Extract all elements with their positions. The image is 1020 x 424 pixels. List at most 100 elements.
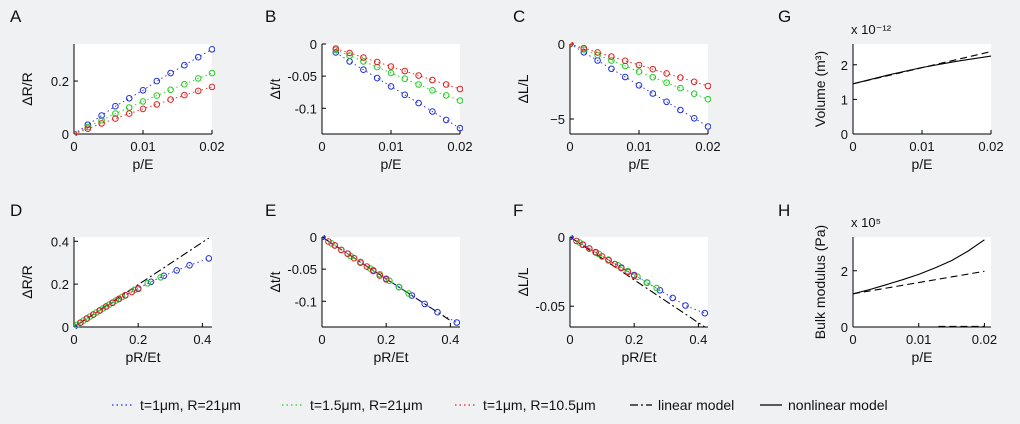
- series-line: [76, 276, 161, 326]
- data-point: [153, 77, 161, 85]
- series-line: [853, 51, 992, 85]
- data-point: [415, 81, 422, 88]
- series-red: [332, 45, 463, 93]
- data-point: [387, 69, 395, 77]
- data-point: [139, 98, 147, 105]
- series-line: [74, 86, 213, 135]
- data-point: [677, 74, 684, 81]
- y-tick-label: -0.1: [295, 101, 317, 116]
- panel-letter: H: [778, 201, 790, 220]
- plot-area: [570, 44, 708, 134]
- data-point: [635, 82, 643, 89]
- y-axis-label: Volume (m³): [812, 51, 828, 127]
- x-tick-label: 0: [318, 332, 325, 347]
- data-point: [350, 254, 358, 262]
- data-point: [621, 73, 629, 81]
- y-tick-label: 0: [841, 127, 848, 142]
- y-axis-label: Bulk modulus (Pa): [812, 225, 828, 339]
- data-point: [153, 101, 161, 108]
- data-point: [387, 63, 395, 70]
- data-point: [429, 76, 436, 84]
- x-axis-label: p/E: [132, 156, 153, 172]
- y-tick-label: −5: [550, 112, 565, 127]
- data-point: [77, 319, 84, 327]
- plot-area: [853, 44, 991, 134]
- y-tick-label: 0: [62, 320, 69, 335]
- data-point: [649, 90, 657, 97]
- data-point: [690, 115, 698, 122]
- legend: t=1μm, R=21μm t=1.5μm, R=21μm t=1μm, R=10.…: [112, 397, 888, 413]
- data-point: [570, 235, 574, 241]
- data-point: [630, 272, 638, 280]
- data-point: [160, 272, 168, 280]
- data-point: [125, 110, 133, 117]
- data-point: [429, 108, 436, 115]
- legend-label: t=1μm, R=21μm: [140, 397, 241, 413]
- data-point: [653, 284, 661, 292]
- data-point: [74, 323, 78, 329]
- data-point: [118, 293, 126, 301]
- y-tick-label: -0.05: [287, 262, 317, 277]
- data-point: [663, 98, 670, 106]
- data-point: [608, 57, 615, 64]
- data-point: [98, 112, 105, 119]
- data-point: [360, 54, 367, 61]
- data-point: [194, 75, 202, 82]
- panel-B: B 0 0.01 0.02 0 -0.05 -0.1 p/E Δt/t: [265, 7, 473, 172]
- data-point: [98, 120, 105, 127]
- panel-letter: A: [10, 7, 22, 26]
- series-black-dashed: [853, 270, 985, 295]
- x-tick-label: 0.02: [695, 139, 720, 154]
- data-point: [167, 96, 174, 103]
- data-point: [144, 280, 152, 287]
- data-point: [181, 80, 188, 88]
- plot-area: [74, 44, 212, 134]
- data-point: [181, 91, 188, 99]
- data-point: [421, 300, 429, 308]
- x-tick-label: 0: [566, 332, 573, 347]
- y-axis-label: Δt/t: [267, 78, 283, 99]
- legend-item: t=1.5μm, R=21μm: [282, 397, 423, 413]
- data-point: [618, 264, 625, 272]
- panel-letter: G: [778, 7, 791, 26]
- data-point: [122, 292, 129, 299]
- data-point: [84, 125, 92, 132]
- data-point: [346, 49, 353, 57]
- x-axis-label: p/E: [911, 156, 932, 172]
- data-point: [90, 311, 97, 318]
- data-point: [643, 279, 651, 286]
- x-tick-label: 0.2: [377, 332, 395, 347]
- data-point: [592, 249, 600, 256]
- x-tick-label: 0.01: [906, 332, 931, 347]
- data-point: [205, 255, 213, 262]
- y-axis-label: ΔL/L: [515, 267, 531, 296]
- y-tick-label: 2: [841, 264, 848, 279]
- panel-A: A 0 0.01 0.02 0 0.2 p/E ΔR/R: [10, 7, 225, 172]
- data-point: [608, 53, 615, 60]
- data-point: [621, 57, 629, 65]
- data-point: [611, 260, 619, 268]
- x-tick-label: 0.02: [199, 139, 224, 154]
- data-point: [112, 110, 119, 117]
- data-point: [173, 267, 180, 274]
- series-black-solid: [853, 239, 985, 295]
- legend-label: nonlinear model: [788, 397, 888, 413]
- data-point: [405, 290, 413, 297]
- x-axis-label: pR/Et: [125, 349, 160, 365]
- data-point: [139, 87, 147, 94]
- data-point: [682, 302, 689, 309]
- data-point: [635, 68, 643, 75]
- data-point: [570, 42, 574, 48]
- data-point: [690, 90, 698, 97]
- y-tick-label: 0: [558, 37, 565, 52]
- y-exponent-label: x 10⁻¹²: [851, 22, 892, 37]
- data-point: [186, 262, 193, 269]
- data-point: [370, 267, 377, 275]
- data-point: [376, 272, 384, 279]
- series-black-dashdot: [74, 237, 210, 328]
- panel-G: G 0 0.01 0.02 0 1 2 p/E Volume (m³) x 10⁻¹²: [778, 7, 1004, 172]
- data-point: [96, 307, 103, 314]
- data-point: [663, 79, 670, 86]
- data-point: [194, 53, 202, 61]
- data-point: [128, 288, 136, 296]
